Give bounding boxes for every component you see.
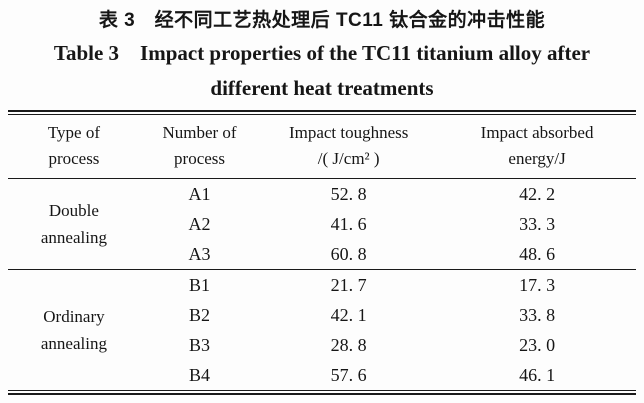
cell-impact-toughness: 42. 1 bbox=[330, 304, 367, 325]
cell-absorbed-energy: 48. 6 bbox=[519, 243, 556, 264]
cell-impact-toughness: 52. 8 bbox=[330, 183, 367, 204]
group-ordinary-annealing: Ordinary annealing B1 21. 7 17. 3 B2 42.… bbox=[8, 270, 636, 391]
table-frame: Type of process Number of process Impact… bbox=[8, 110, 636, 395]
cell-impact-toughness: 21. 7 bbox=[330, 274, 367, 295]
cell-absorbed-energy: 17. 3 bbox=[519, 274, 556, 295]
table-row: Double annealing A1 52. 8 42. 2 bbox=[8, 179, 636, 248]
cell-process-number: B4 bbox=[189, 364, 211, 385]
cell-process-number: A3 bbox=[188, 243, 211, 264]
cell-process-number: B3 bbox=[189, 334, 211, 355]
cell-absorbed-energy: 46. 1 bbox=[519, 364, 556, 385]
cell-process-number: A1 bbox=[188, 183, 211, 204]
table-row: B4 57. 6 46. 1 bbox=[8, 360, 636, 391]
header-impact-toughness: Impact toughness /( J/cm² ) bbox=[288, 123, 409, 168]
cell-process-number: B2 bbox=[189, 304, 211, 325]
cell-impact-toughness: 41. 6 bbox=[330, 213, 367, 234]
table-caption-chinese: 表 3 经不同工艺热处理后 TC11 钛合金的冲击性能 bbox=[98, 10, 546, 31]
table-header: Type of process Number of process Impact… bbox=[8, 115, 636, 179]
cell-impact-toughness: 60. 8 bbox=[330, 243, 367, 264]
header-impact-absorbed-energy: Impact absorbed energy/J bbox=[480, 123, 594, 168]
impact-properties-table: Type of process Number of process Impact… bbox=[8, 114, 636, 391]
table-caption-english-line2: different heat treatments bbox=[210, 76, 434, 100]
table-row: B2 42. 1 33. 8 bbox=[8, 300, 636, 330]
cell-group-label-ordinary-annealing: Ordinary annealing bbox=[40, 307, 107, 353]
table-row: Ordinary annealing B1 21. 7 17. 3 bbox=[8, 270, 636, 354]
table-row: A2 41. 6 33. 3 bbox=[8, 209, 636, 239]
header-row: Type of process Number of process Impact… bbox=[8, 115, 636, 179]
cell-process-number: B1 bbox=[189, 274, 211, 295]
cell-absorbed-energy: 33. 8 bbox=[519, 304, 556, 325]
table-row: A3 60. 8 48. 6 bbox=[8, 239, 636, 270]
table-row: B3 28. 8 23. 0 bbox=[8, 330, 636, 360]
cell-process-number: A2 bbox=[188, 213, 211, 234]
group-double-annealing: Double annealing A1 52. 8 42. 2 A2 41. 6… bbox=[8, 179, 636, 270]
cell-absorbed-energy: 42. 2 bbox=[519, 183, 556, 204]
cell-impact-toughness: 28. 8 bbox=[330, 334, 367, 355]
cell-absorbed-energy: 23. 0 bbox=[519, 334, 556, 355]
table-caption-english-line1: Table 3 Impact properties of the TC11 ti… bbox=[53, 41, 591, 65]
cell-impact-toughness: 57. 6 bbox=[330, 364, 367, 385]
cell-absorbed-energy: 33. 3 bbox=[519, 213, 556, 234]
header-number-of-process: Number of process bbox=[162, 123, 237, 168]
cell-group-label-double-annealing: Double annealing bbox=[40, 201, 107, 247]
header-type-of-process: Type of process bbox=[47, 123, 101, 168]
